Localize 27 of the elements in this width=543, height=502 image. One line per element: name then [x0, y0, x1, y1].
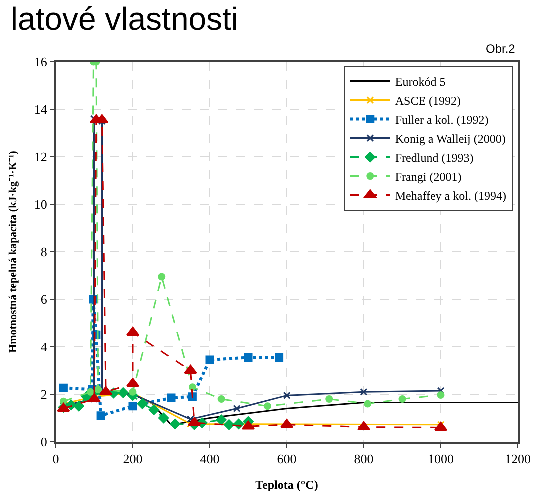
y-tick-label: 14 [34, 102, 48, 118]
legend-label: Eurokód 5 [395, 74, 446, 89]
x-axis-title: Teplota (°C) [256, 478, 318, 492]
x-tick-label: 400 [200, 452, 220, 467]
y-tick-label: 16 [34, 54, 48, 70]
y-tick-label: 2 [40, 387, 48, 402]
y-tick-label: 10 [34, 197, 48, 212]
legend-label: Fuller a kol. (1992) [395, 112, 489, 127]
y-tick-label: 6 [40, 292, 48, 308]
legend-label: ASCE (1992) [395, 94, 462, 108]
legend-label: Mehaffey a kol. (1994) [395, 188, 506, 203]
x-tick-label: 200 [123, 452, 143, 467]
text: Obr.2 [486, 42, 516, 56]
y-tick-label: 12 [34, 150, 48, 165]
y-tick-label: 4 [40, 340, 48, 355]
legend-label: Konig a Walleij (2000) [395, 132, 506, 146]
chart-title: latové vlastnosti [10, 0, 239, 37]
y-tick-label: 8 [40, 244, 48, 260]
x-tick-label: 0 [52, 452, 60, 467]
x-tick-label: 800 [354, 452, 374, 467]
x-tick-label: 1000 [428, 452, 454, 467]
legend-label: Fredlund (1993) [395, 150, 474, 165]
y-tick-label: 0 [40, 434, 48, 450]
legend-label: Frangi (2001) [395, 170, 462, 184]
x-tick-label: 600 [277, 452, 297, 467]
y-axis-title: Hmotnostná tepelná kapacita (kJ·kg⁻¹·K⁻¹) [8, 150, 20, 353]
x-tick-label: 1200 [505, 452, 531, 467]
